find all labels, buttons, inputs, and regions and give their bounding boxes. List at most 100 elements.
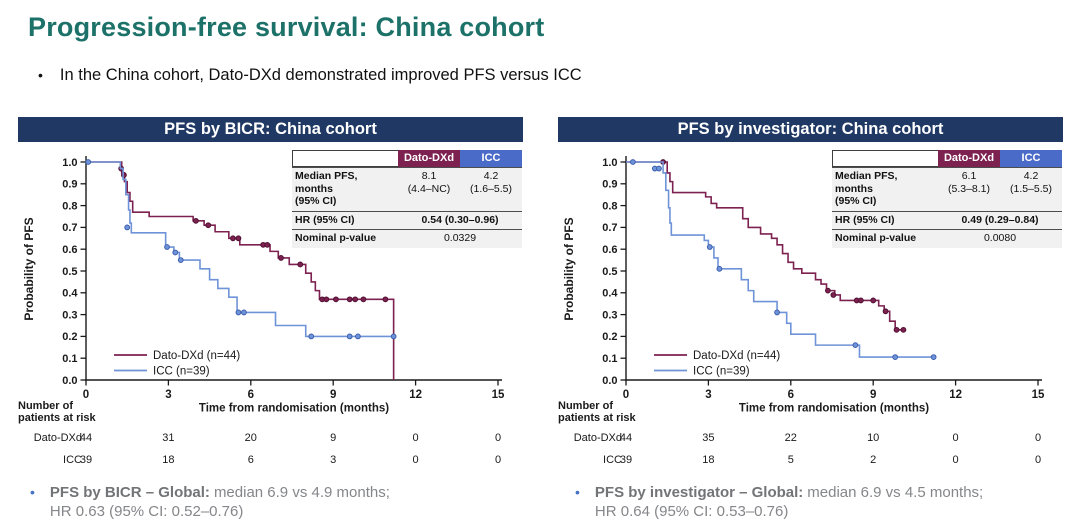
svg-text:39: 39: [80, 454, 92, 466]
median-pfs-label: Median PFS, months (95% CI): [835, 170, 898, 207]
stats-col-icc: ICC: [1000, 150, 1062, 167]
svg-text:6: 6: [248, 389, 254, 401]
panel-header-investigator: PFS by investigator: China cohort: [558, 117, 1063, 142]
svg-text:0: 0: [413, 432, 419, 444]
footnotes: • PFS by BICR – Global: median 6.9 vs 4.9…: [30, 483, 1080, 521]
bullet-icon: •: [38, 67, 43, 83]
svg-text:0.5: 0.5: [62, 266, 77, 278]
svg-text:Time from randomisation (month: Time from randomisation (months): [199, 403, 389, 415]
svg-text:15: 15: [492, 389, 505, 401]
svg-text:31: 31: [162, 432, 174, 444]
legend: Dato-DXd (n=44) ICC (n=39): [114, 350, 240, 377]
km-chart-investigator: 0.0 0.1 0.2 0.3 0.4 0.5 0.6 0.7 0.8 0.9 1.0 0 3 6 9 12 1…: [558, 156, 1045, 466]
median-pfs-dato-value: 8.1 (4.4–NC): [407, 170, 451, 195]
svg-text:0.1: 0.1: [62, 353, 77, 365]
svg-text:9: 9: [870, 389, 876, 401]
axes: 0.0 0.1 0.2 0.3 0.4 0.5 0.6 0.7 0.8 0.9 1.0 0 3 6 9 12 1…: [562, 156, 1045, 415]
stats-blank-cell: [292, 150, 398, 167]
svg-text:Probability of PFS: Probability of PFS: [562, 217, 576, 320]
stats-table-investigator: Dato-DXd ICC Median PFS, months (95% CI)…: [832, 150, 1062, 248]
svg-text:10: 10: [867, 432, 879, 444]
key-message-bullet: • In the China cohort, Dato-DXd demonstr…: [38, 66, 582, 85]
svg-text:0.9: 0.9: [62, 179, 77, 191]
svg-text:Dato-DXd (n=44): Dato-DXd (n=44): [153, 350, 240, 362]
svg-text:20: 20: [245, 432, 257, 444]
svg-text:3: 3: [165, 389, 171, 401]
svg-text:0.7: 0.7: [62, 222, 77, 234]
bullet-icon: •: [575, 484, 580, 500]
series-dato-dxd-n-44: [626, 159, 907, 333]
svg-text:Number of: Number of: [18, 400, 73, 412]
svg-text:ICC: ICC: [63, 454, 82, 466]
panel-header-bicr: PFS by BICR: China cohort: [18, 117, 523, 142]
svg-text:18: 18: [162, 454, 174, 466]
chart-panels: PFS by BICR: China cohort 0.0 0.1 0.2 0.3 0.…: [18, 117, 1063, 480]
svg-text:15: 15: [1032, 389, 1045, 401]
svg-text:0: 0: [1035, 454, 1041, 466]
svg-text:44: 44: [80, 432, 92, 444]
svg-text:0.4: 0.4: [602, 288, 618, 300]
svg-text:patients at risk: patients at risk: [558, 412, 637, 424]
p-value: 0.0080: [983, 232, 1017, 245]
median-pfs-icc-value: 4.2 (1.6–5.5): [469, 170, 513, 195]
svg-text:3: 3: [705, 389, 711, 401]
svg-text:0: 0: [83, 389, 89, 401]
svg-text:39: 39: [620, 454, 632, 466]
svg-text:0.6: 0.6: [62, 244, 77, 256]
axes: 0.0 0.1 0.2 0.3 0.4 0.5 0.6 0.7 0.8 0.9 1.0 0 3 6 9 12 1…: [22, 156, 505, 415]
stats-blank-cell: [832, 150, 938, 167]
svg-text:0: 0: [495, 432, 501, 444]
svg-text:0.5: 0.5: [602, 266, 617, 278]
svg-text:22: 22: [785, 432, 797, 444]
panel-bicr: PFS by BICR: China cohort 0.0 0.1 0.2 0.3 0.…: [18, 117, 523, 480]
hr-label: HR (95% CI): [835, 213, 895, 226]
svg-text:0.3: 0.3: [602, 309, 617, 321]
svg-text:9: 9: [330, 432, 336, 444]
footnote-investigator-global: • PFS by investigator – Global: median 6.…: [575, 484, 984, 520]
svg-text:Dato-DXd (n=44): Dato-DXd (n=44): [693, 350, 780, 362]
svg-text:44: 44: [620, 432, 632, 444]
svg-text:0.6: 0.6: [602, 244, 617, 256]
hr-label: HR (95% CI): [295, 213, 355, 226]
bullet-icon: •: [30, 484, 35, 500]
svg-text:0.4: 0.4: [62, 288, 78, 300]
svg-text:0.1: 0.1: [602, 353, 617, 365]
svg-text:patients at risk: patients at risk: [18, 412, 97, 424]
p-value-label: Nominal p-value: [835, 232, 917, 244]
svg-text:0.2: 0.2: [602, 331, 617, 343]
svg-text:ICC (n=39): ICC (n=39): [693, 365, 750, 377]
svg-text:0.0: 0.0: [62, 375, 77, 387]
svg-text:12: 12: [409, 389, 422, 401]
svg-text:ICC (n=39): ICC (n=39): [153, 365, 210, 377]
footnote-line2: HR 0.63 (95% CI: 0.52–0.76): [49, 503, 244, 520]
stats-table-bicr: Dato-DXd ICC Median PFS, months (95% CI)…: [292, 150, 522, 248]
svg-text:6: 6: [248, 454, 254, 466]
svg-text:Number of: Number of: [558, 400, 613, 412]
key-message-text: In the China cohort, Dato-DXd demonstrat…: [59, 66, 582, 84]
svg-text:0.2: 0.2: [62, 331, 77, 343]
svg-text:3: 3: [330, 454, 336, 466]
svg-text:0.8: 0.8: [602, 200, 617, 212]
svg-text:0.7: 0.7: [602, 222, 617, 234]
svg-text:0.0: 0.0: [602, 375, 617, 387]
stats-col-dato-dxd: Dato-DXd: [398, 150, 460, 167]
svg-text:0: 0: [953, 432, 959, 444]
panel-investigator: PFS by investigator: China cohort 0.0 0.1…: [558, 117, 1063, 480]
hr-value: 0.54 (0.30–0.96): [421, 213, 499, 226]
page-title: Progression-free survival: China cohort: [28, 12, 545, 42]
svg-text:0.8: 0.8: [62, 200, 77, 212]
svg-text:Dato-DXd: Dato-DXd: [574, 432, 622, 444]
stats-col-icc: ICC: [460, 150, 522, 167]
svg-text:Time from randomisation (month: Time from randomisation (months): [739, 403, 929, 415]
median-pfs-label: Median PFS, months (95% CI): [295, 170, 358, 207]
svg-text:1.0: 1.0: [62, 157, 77, 169]
svg-text:0: 0: [495, 454, 501, 466]
svg-text:35: 35: [702, 432, 714, 444]
km-chart-bicr: 0.0 0.1 0.2 0.3 0.4 0.5 0.6 0.7 0.8 0.9 1.0 0 3 6 9 12 1…: [18, 156, 505, 466]
svg-text:18: 18: [702, 454, 714, 466]
svg-text:1.0: 1.0: [602, 157, 617, 169]
svg-text:5: 5: [788, 454, 794, 466]
